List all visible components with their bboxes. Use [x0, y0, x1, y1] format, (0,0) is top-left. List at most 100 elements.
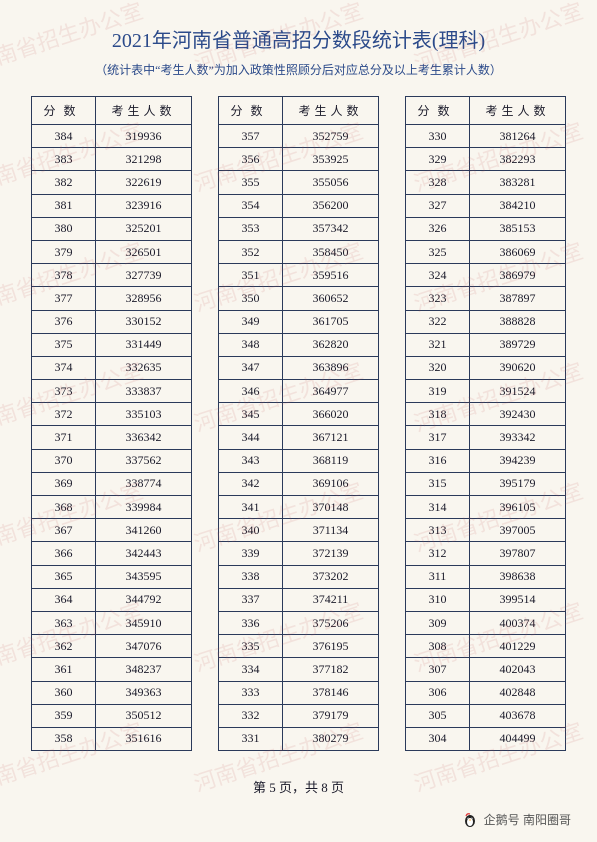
- table-row: 359350512: [32, 704, 192, 727]
- score-cell: 367: [32, 519, 96, 542]
- table-row: 381323916: [32, 194, 192, 217]
- table-row: 379326501: [32, 240, 192, 263]
- score-cell: 309: [406, 611, 470, 634]
- table-row: 328383281: [406, 171, 566, 194]
- count-cell: 398638: [470, 565, 566, 588]
- score-cell: 322: [406, 310, 470, 333]
- count-cell: 402848: [470, 681, 566, 704]
- count-cell: 361705: [283, 310, 379, 333]
- table-row: 313397005: [406, 519, 566, 542]
- score-cell: 349: [219, 310, 283, 333]
- table-row: 308401229: [406, 635, 566, 658]
- score-cell: 305: [406, 704, 470, 727]
- score-cell: 358: [32, 727, 96, 750]
- score-cell: 359: [32, 704, 96, 727]
- count-cell: 369106: [283, 472, 379, 495]
- score-cell: 350: [219, 287, 283, 310]
- table-row: 340371134: [219, 519, 379, 542]
- table-row: 372335103: [32, 403, 192, 426]
- count-cell: 401229: [470, 635, 566, 658]
- header-score: 分数: [406, 97, 470, 125]
- table-row: 345366020: [219, 403, 379, 426]
- count-cell: 371134: [283, 519, 379, 542]
- count-cell: 325201: [96, 217, 192, 240]
- score-cell: 351: [219, 264, 283, 287]
- source-text: 企鹅号 南阳圈哥: [484, 811, 571, 828]
- score-cell: 306: [406, 681, 470, 704]
- table-row: 375331449: [32, 333, 192, 356]
- table-row: 368339984: [32, 496, 192, 519]
- score-cell: 383: [32, 148, 96, 171]
- count-cell: 376195: [283, 635, 379, 658]
- count-cell: 393342: [470, 426, 566, 449]
- header-count: 考生人数: [283, 97, 379, 125]
- score-cell: 382: [32, 171, 96, 194]
- score-cell: 376: [32, 310, 96, 333]
- count-cell: 322619: [96, 171, 192, 194]
- count-cell: 367121: [283, 426, 379, 449]
- table-row: 357352759: [219, 125, 379, 148]
- table-row: 344367121: [219, 426, 379, 449]
- table-row: 352358450: [219, 240, 379, 263]
- header-count: 考生人数: [470, 97, 566, 125]
- table-row: 307402043: [406, 658, 566, 681]
- score-cell: 319: [406, 380, 470, 403]
- table-row: 371336342: [32, 426, 192, 449]
- table-row: 380325201: [32, 217, 192, 240]
- count-cell: 319936: [96, 125, 192, 148]
- table-row: 322388828: [406, 310, 566, 333]
- table-row: 317393342: [406, 426, 566, 449]
- score-cell: 353: [219, 217, 283, 240]
- header-score: 分数: [32, 97, 96, 125]
- table-row: 378327739: [32, 264, 192, 287]
- count-cell: 397807: [470, 542, 566, 565]
- count-cell: 362820: [283, 333, 379, 356]
- table-row: 342369106: [219, 472, 379, 495]
- score-cell: 372: [32, 403, 96, 426]
- table-row: 305403678: [406, 704, 566, 727]
- score-cell: 310: [406, 588, 470, 611]
- table-row: 343368119: [219, 449, 379, 472]
- score-cell: 320: [406, 356, 470, 379]
- page-footer: 第 5 页，共 8 页: [0, 777, 597, 796]
- score-cell: 361: [32, 658, 96, 681]
- score-cell: 365: [32, 565, 96, 588]
- count-cell: 333837: [96, 380, 192, 403]
- table-row: 335376195: [219, 635, 379, 658]
- score-cell: 338: [219, 565, 283, 588]
- score-cell: 362: [32, 635, 96, 658]
- count-cell: 338774: [96, 472, 192, 495]
- score-cell: 381: [32, 194, 96, 217]
- table-row: 356353925: [219, 148, 379, 171]
- table-row: 304404499: [406, 727, 566, 750]
- source-attribution: 企鹅号 南阳圈哥: [462, 811, 571, 828]
- table-row: 369338774: [32, 472, 192, 495]
- score-cell: 337: [219, 588, 283, 611]
- table-row: 366342443: [32, 542, 192, 565]
- count-cell: 351616: [96, 727, 192, 750]
- table-row: 339372139: [219, 542, 379, 565]
- score-cell: 329: [406, 148, 470, 171]
- table-row: 349361705: [219, 310, 379, 333]
- count-cell: 342443: [96, 542, 192, 565]
- score-cell: 328: [406, 171, 470, 194]
- table-row: 358351616: [32, 727, 192, 750]
- score-cell: 336: [219, 611, 283, 634]
- page-subtitle: （统计表中“考生人数”为加入政策性照顾分后对应总分及以上考生累计人数）: [0, 61, 597, 78]
- count-cell: 400374: [470, 611, 566, 634]
- table-row: 337374211: [219, 588, 379, 611]
- table-row: 341370148: [219, 496, 379, 519]
- count-cell: 386979: [470, 264, 566, 287]
- score-cell: 318: [406, 403, 470, 426]
- count-cell: 388828: [470, 310, 566, 333]
- count-cell: 331449: [96, 333, 192, 356]
- count-cell: 341260: [96, 519, 192, 542]
- table-row: 351359516: [219, 264, 379, 287]
- score-cell: 375: [32, 333, 96, 356]
- score-cell: 369: [32, 472, 96, 495]
- score-cell: 311: [406, 565, 470, 588]
- count-cell: 368119: [283, 449, 379, 472]
- count-cell: 370148: [283, 496, 379, 519]
- table-row: 374332635: [32, 356, 192, 379]
- score-cell: 327: [406, 194, 470, 217]
